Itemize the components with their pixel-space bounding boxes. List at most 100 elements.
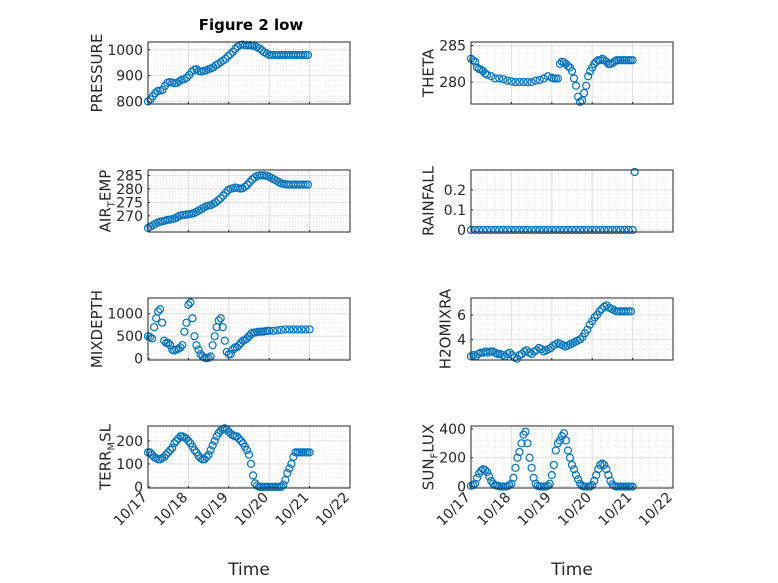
data-point: [575, 335, 585, 344]
y-axis-label: TERRMSL: [97, 423, 118, 491]
data-point: [483, 225, 492, 235]
data-point: [571, 225, 581, 235]
data-point: [226, 50, 235, 59]
data-point: [228, 345, 237, 354]
data-point: [147, 334, 157, 343]
x-axis-label: Time: [227, 560, 270, 580]
data-point: [515, 78, 524, 87]
x-tick-label: 10/19: [192, 490, 232, 530]
data-point: [608, 225, 617, 235]
data-point: [248, 471, 258, 480]
data-point: [628, 225, 637, 235]
data-point: [561, 436, 571, 445]
data-point: [479, 225, 488, 235]
data-point: [571, 470, 581, 480]
data-point: [221, 188, 230, 198]
data-point: [151, 89, 160, 98]
data-point: [553, 74, 562, 83]
x-tick-label: 10/21: [596, 490, 636, 530]
data-point: [204, 450, 213, 459]
data-point: [521, 427, 530, 436]
x-tick-label: 10/18: [474, 490, 514, 530]
data-point: [216, 194, 225, 203]
data-point: [483, 70, 492, 79]
data-point: [158, 318, 167, 327]
data-point: [515, 447, 524, 457]
x-tick-label: 10/20: [232, 490, 272, 530]
data-point: [600, 225, 609, 235]
y-tick-label: 800: [116, 94, 143, 110]
data-point: [200, 455, 209, 464]
data-point: [168, 443, 177, 452]
data-point: [214, 316, 223, 325]
y-tick-label: 285: [439, 39, 466, 55]
data-point: [190, 446, 199, 455]
y-tick-label: 1000: [107, 307, 143, 323]
data-point: [567, 67, 577, 76]
data-point: [575, 225, 585, 235]
subplot-sun_flux: 0 200 400 10/17 10/18 10/19 10/20 10/21 10/22 Tim…: [420, 422, 676, 580]
data-point: [192, 341, 201, 350]
data-point: [208, 341, 217, 350]
data-point: [527, 78, 536, 87]
y-tick-label: 500: [116, 329, 143, 345]
data-point: [220, 336, 229, 345]
data-point: [285, 325, 294, 334]
data-point: [483, 468, 492, 477]
y-axis-label: SUNFLUX: [420, 424, 441, 490]
data-point: [563, 446, 573, 455]
data-point: [630, 167, 639, 177]
data-point: [303, 180, 313, 189]
data-point: [468, 481, 478, 490]
data-point: [588, 225, 597, 235]
x-tick-label: 10/19: [515, 490, 555, 530]
data-point: [499, 225, 508, 235]
data-point: [513, 453, 522, 462]
data-point: [170, 439, 179, 448]
data-point: [624, 307, 633, 316]
data-point: [535, 75, 544, 85]
data-point: [176, 343, 185, 352]
axes-box: [147, 169, 351, 233]
data-point: [575, 97, 585, 106]
y-tick-label: 900: [116, 69, 143, 85]
y-axis-label: AIRTEMP: [97, 170, 118, 233]
data-point: [499, 75, 508, 84]
data-point: [503, 225, 512, 235]
y-axis-label: H2OMIXRA: [437, 288, 455, 369]
data-point: [486, 347, 495, 356]
data-point: [549, 460, 558, 470]
y-axis-label: THETA: [420, 48, 438, 98]
data-point: [495, 225, 504, 235]
data-point: [285, 464, 294, 473]
data-point: [612, 225, 621, 235]
data-point: [602, 465, 611, 474]
data-point: [531, 76, 540, 85]
data-point: [600, 460, 609, 470]
y-tick-label: 400: [439, 422, 466, 438]
data-point: [628, 56, 637, 65]
data-point: [598, 459, 607, 468]
data-point: [226, 350, 235, 359]
data-point: [289, 325, 298, 334]
subplot-terr_msl: 0 100 200 10/17 10/18 10/19 10/20 10/21 10/22 Tim…: [97, 423, 353, 580]
data-point: [582, 81, 591, 90]
data-point: [555, 436, 564, 445]
data-point: [596, 56, 605, 65]
data-point: [297, 325, 306, 334]
data-point: [474, 225, 484, 235]
data-point: [563, 61, 573, 71]
data-point: [149, 323, 159, 332]
data-point: [166, 341, 175, 350]
data-point: [569, 465, 579, 474]
x-tick-label: 10/17: [434, 490, 474, 530]
data-point: [166, 446, 175, 455]
figure-title: Figure 2 low: [199, 16, 304, 34]
data-point: [511, 225, 520, 235]
data-point: [245, 178, 254, 187]
y-tick-label: 285: [116, 168, 143, 184]
data-point: [511, 78, 520, 87]
data-point: [194, 345, 203, 354]
